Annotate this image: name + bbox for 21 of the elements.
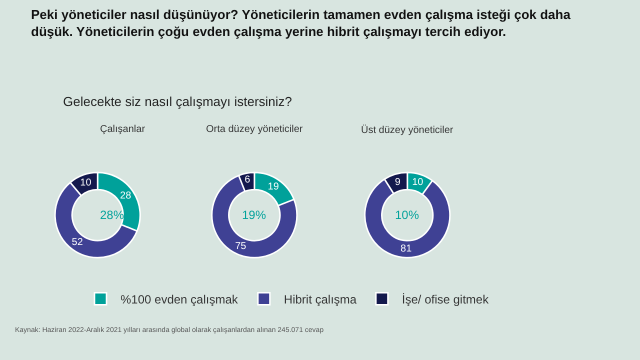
data-label: 81 [400, 244, 412, 255]
legend-label: İşe/ ofise gitmek [402, 292, 490, 306]
donut-slice [211, 174, 298, 258]
data-label: 19 [268, 181, 280, 192]
data-label: 75 [235, 240, 247, 252]
text: 10% [395, 208, 420, 222]
text: Gelecekte siz nasıl çalışmayı istersiniz? [63, 94, 292, 109]
chart-title: Üst düzey yöneticiler [361, 124, 454, 136]
text: 19% [242, 208, 266, 222]
data-label: 10 [412, 177, 424, 188]
data-label: 9 [394, 176, 401, 188]
text: 28% [100, 208, 124, 222]
data-label: 28 [120, 190, 132, 202]
chart-title: Orta düzey yöneticiler [206, 124, 304, 135]
legend-label: Hibrit çalışma [284, 292, 357, 306]
data-label: 10 [80, 178, 92, 189]
text: Peki yöneticiler nasıl düşünüyor? Yöneticilerin tamamen evden çalışma isteği çok daha düşük. Yöneticilerin çoğu evden çalışma yerine hibrit çalışmayı tercih ediyor. [31, 7, 572, 39]
data-label: 6 [244, 174, 251, 186]
legend-label: %100 evden çalışmak [120, 292, 239, 306]
data-label: 52 [72, 237, 84, 248]
chart-title: Çalışanlar [100, 124, 146, 135]
